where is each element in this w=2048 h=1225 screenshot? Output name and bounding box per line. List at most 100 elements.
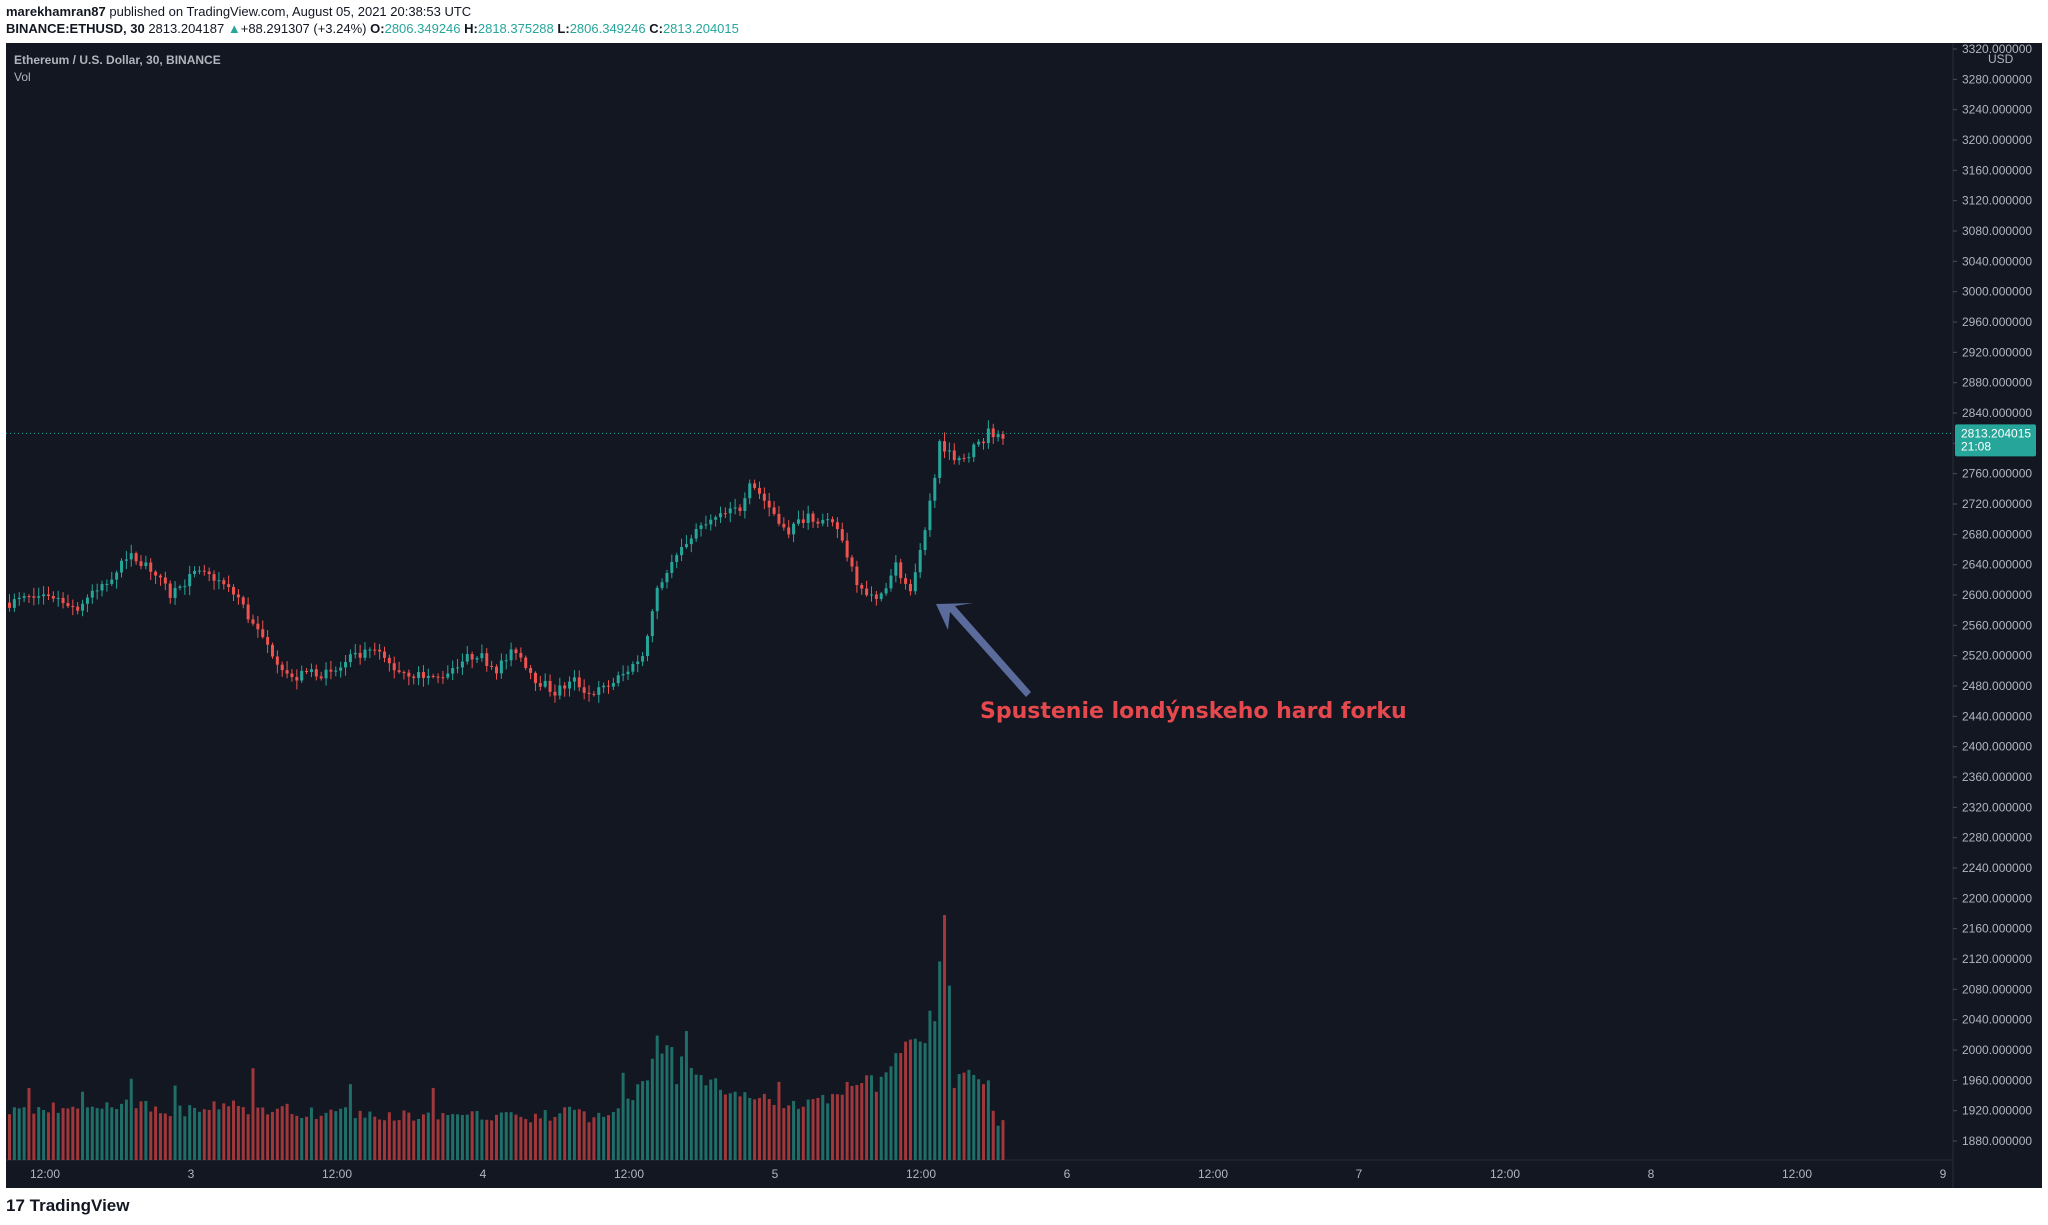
candle-body — [753, 483, 757, 488]
volume-bar — [66, 1108, 70, 1160]
currency-label[interactable]: USD — [1988, 52, 2014, 66]
volume-bar — [295, 1115, 299, 1160]
volume-bar — [334, 1111, 338, 1160]
candle-body — [928, 500, 932, 531]
candle-body — [363, 649, 367, 658]
candle-body — [563, 685, 567, 689]
volume-bar — [967, 1069, 971, 1160]
candle-body — [840, 529, 844, 541]
volume-bar — [709, 1079, 713, 1160]
volume-bar — [475, 1111, 479, 1160]
candle-body — [460, 661, 464, 668]
volume-bar — [188, 1105, 192, 1160]
price-tick-label: 2360.000000 — [1962, 770, 2032, 784]
volume-bar — [105, 1102, 109, 1160]
candle-body — [183, 586, 187, 588]
candle-body — [280, 664, 284, 671]
volume-bar — [309, 1107, 313, 1160]
price-tick-label: 2240.000000 — [1962, 861, 2032, 875]
candle-body — [869, 594, 873, 596]
volume-bar — [587, 1122, 591, 1160]
volume-bar — [285, 1103, 289, 1160]
candle-body — [81, 603, 85, 611]
volume-bar — [212, 1101, 216, 1160]
volume-bar — [465, 1114, 469, 1160]
volume-bar — [840, 1094, 844, 1160]
volume-bar — [524, 1119, 528, 1160]
candle-body — [227, 584, 231, 587]
candle-body — [704, 524, 708, 526]
candle-body — [163, 577, 167, 584]
volume-bar — [115, 1109, 119, 1160]
candle-body — [149, 562, 153, 572]
volume-bar — [451, 1114, 455, 1160]
candle-body — [504, 660, 508, 662]
candle-body — [266, 637, 270, 645]
candle-body — [743, 498, 747, 511]
candle-body — [173, 587, 177, 598]
candle-body — [972, 444, 976, 458]
open-value: 2806.349246 — [384, 21, 461, 36]
volume-bar — [996, 1125, 1000, 1160]
candle-body — [582, 687, 586, 693]
price-tick-label: 2200.000000 — [1962, 891, 2032, 905]
volume-bar — [402, 1110, 406, 1160]
publisher-name[interactable]: marekhamran87 — [6, 4, 106, 19]
volume-bar — [675, 1084, 679, 1160]
volume-bar — [90, 1106, 94, 1160]
price-tick-label: 3240.000000 — [1962, 103, 2032, 117]
candle-body — [952, 450, 956, 461]
candle-body — [699, 525, 703, 529]
volume-bar — [607, 1115, 611, 1160]
time-axis[interactable]: 12:00 3 12:00 4 12:00 5 12:00 6 12:00 7 12:00 8 12:0… — [30, 1167, 1947, 1181]
price-tick-label: 2840.000000 — [1962, 406, 2032, 420]
candle-body — [519, 653, 523, 658]
volume-bar — [801, 1106, 805, 1160]
volume-bar — [519, 1116, 523, 1160]
volume-bar — [621, 1072, 625, 1160]
candle-body — [115, 572, 119, 580]
candle-body — [37, 596, 41, 598]
price-axis[interactable]: 3320.000000 3280.000000 3240.000000 3200.00… — [1953, 42, 2032, 1148]
candle-body — [587, 692, 591, 694]
candle-body — [251, 619, 255, 624]
volume-bar — [938, 961, 942, 1160]
candle-body — [32, 596, 36, 598]
candle-body — [8, 602, 11, 608]
candle-body — [110, 579, 114, 584]
volume-bar — [300, 1117, 304, 1160]
tradingview-logo-icon: 17 — [6, 1196, 25, 1215]
volume-bar — [358, 1110, 362, 1160]
close-label: C: — [649, 21, 663, 36]
volume-bar — [821, 1095, 825, 1160]
volume-bar — [314, 1119, 318, 1160]
candle-body — [792, 523, 796, 535]
volume-bar — [704, 1085, 708, 1160]
candle-body — [61, 597, 65, 604]
vol-indicator-label: Vol — [14, 70, 31, 84]
candle-body — [412, 676, 416, 679]
last-price-badge-value: 2813.204015 — [1961, 426, 2031, 440]
volume-bar — [777, 1081, 781, 1160]
tradingview-logo[interactable]: 17 TradingView — [6, 1196, 129, 1216]
volume-bar — [772, 1104, 776, 1160]
tradingview-logo-text: TradingView — [29, 1196, 130, 1215]
volume-bar — [363, 1117, 367, 1160]
candle-body — [860, 585, 864, 589]
high-label: H: — [464, 21, 478, 36]
volume-bar — [918, 1041, 922, 1160]
volume-bar — [61, 1108, 65, 1160]
volume-bar — [426, 1112, 430, 1160]
candle-body — [738, 507, 742, 511]
volume-bar — [762, 1093, 766, 1160]
volume-bar — [928, 1010, 932, 1160]
candle-body — [621, 674, 625, 676]
volume-bar — [485, 1119, 489, 1160]
volume-bar — [962, 1072, 966, 1160]
volume-bar — [173, 1085, 177, 1160]
volume-bar — [232, 1100, 236, 1160]
volume-bar — [129, 1078, 133, 1160]
candle-body — [923, 530, 927, 551]
volume-bar — [641, 1081, 645, 1160]
